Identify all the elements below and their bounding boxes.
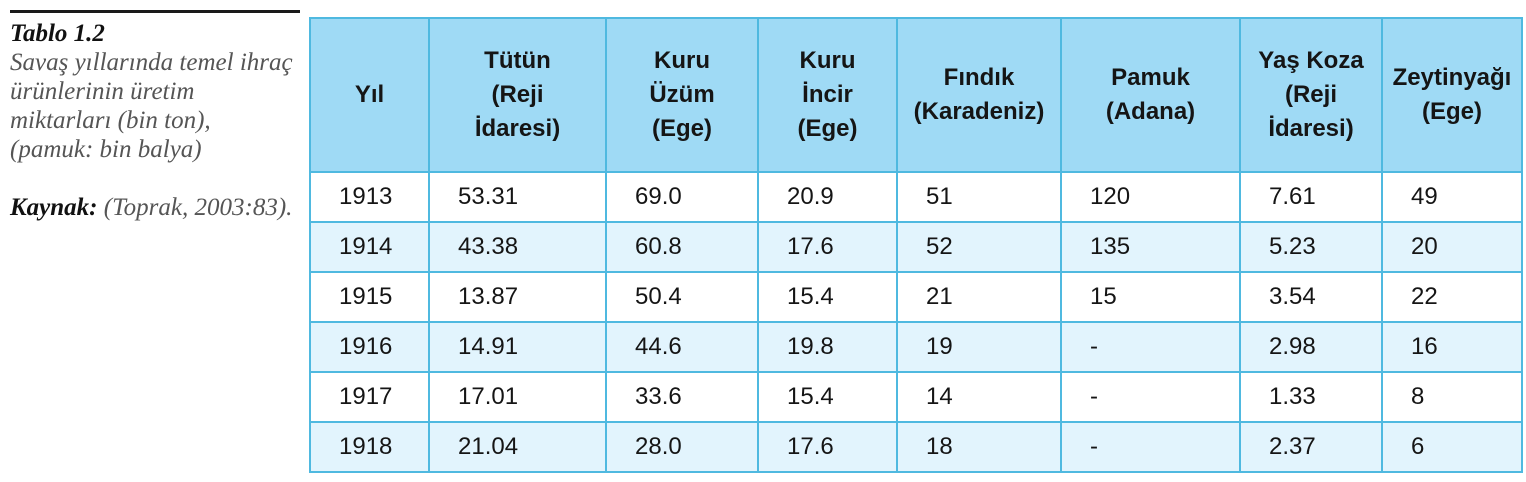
column-header: Zeytinyağı (Ege) <box>1381 17 1523 173</box>
table-header-row: Yıl Tütün (Reji İdaresi) Kuru Üzüm (Ege) Kuru İn… <box>309 17 1523 173</box>
column-header-line: Zeytinyağı <box>1392 64 1512 91</box>
table-body: 1913 53.31 69.0 20.9 51 120 7.61 49 1914 43.38 60.… <box>309 171 1523 473</box>
source-label: Kaynak: <box>10 194 98 221</box>
table-cell: 49 <box>1381 171 1523 223</box>
table-cell: 50.4 <box>605 271 759 323</box>
table-row: 1914 43.38 60.8 17.6 52 135 5.23 20 <box>309 221 1523 273</box>
table-cell: 1918 <box>309 421 430 473</box>
column-header: Fındık (Karadeniz) <box>896 17 1062 173</box>
column-header-line: Üzüm <box>649 81 715 108</box>
column-header-line: Fındık <box>943 64 1015 91</box>
table-row: 1916 14.91 44.6 19.8 19-2.98 16 <box>309 321 1523 373</box>
table-cell: 22 <box>1381 271 1523 323</box>
table-cell: 8 <box>1381 371 1523 423</box>
table-cell: 2.37 <box>1239 421 1383 473</box>
table-cell: 1917 <box>309 371 430 423</box>
table-cell: 15 <box>1060 271 1241 323</box>
column-header-line: (Adana) <box>1105 98 1196 125</box>
table-cell: 19.8 <box>757 321 898 373</box>
column-header-line: İdaresi) <box>1268 115 1354 142</box>
table-cell: 1.33 <box>1239 371 1383 423</box>
table-cell: 17.01 <box>428 371 607 423</box>
table-cell: 1914 <box>309 221 430 273</box>
table-cell: 53.31 <box>428 171 607 223</box>
column-header-line: (Ege) <box>652 115 712 142</box>
table-title: Tablo 1.2 <box>10 20 105 47</box>
column-header: Tütün (Reji İdaresi) <box>428 17 607 173</box>
table-cell: 1916 <box>309 321 430 373</box>
table-cell: 120 <box>1060 171 1241 223</box>
table-cell: 3.54 <box>1239 271 1383 323</box>
table-cell: 43.38 <box>428 221 607 273</box>
table-cell: - <box>1060 371 1241 423</box>
table-cell: 15.4 <box>757 371 898 423</box>
table-cell: 15.4 <box>757 271 898 323</box>
table-source: Kaynak: (Toprak, 2003:83). <box>10 193 300 222</box>
table-cell: - <box>1060 321 1241 373</box>
table-caption: Tablo 1.2 Savaş yıllarında temel ihraç ü… <box>10 10 300 222</box>
table-row: 1915 13.87 50.4 15.4 21 15 3.54 22 <box>309 271 1523 323</box>
column-header-line: (Karadeniz) <box>913 98 1045 125</box>
column-header-line: İdaresi) <box>474 115 561 142</box>
export-production-table: Yıl Tütün (Reji İdaresi) Kuru Üzüm (Ege) Kuru İn… <box>309 17 1523 473</box>
column-header-line: Yıl <box>354 81 385 108</box>
table-cell: 44.6 <box>605 321 759 373</box>
table-cell: 5.23 <box>1239 221 1383 273</box>
column-header: Kuru İncir (Ege) <box>757 17 898 173</box>
column-header-line: Kuru <box>799 47 856 74</box>
table-cell: 7.61 <box>1239 171 1383 223</box>
column-header-line: Kuru <box>654 47 710 74</box>
table-cell: 13.87 <box>428 271 607 323</box>
table-cell: 135 <box>1060 221 1241 273</box>
column-header: Pamuk (Adana) <box>1060 17 1241 173</box>
table-cell: 21 <box>896 271 1062 323</box>
table-cell: 2.98 <box>1239 321 1383 373</box>
table-cell: 33.6 <box>605 371 759 423</box>
table-cell: 17.6 <box>757 221 898 273</box>
table-cell: 21.04 <box>428 421 607 473</box>
column-header-line: (Ege) <box>797 115 858 142</box>
table-cell: 20 <box>1381 221 1523 273</box>
column-header-line: (Ege) <box>1422 98 1482 125</box>
column-header-line: İncir <box>802 81 853 108</box>
table-cell: 14.91 <box>428 321 607 373</box>
table-cell: 69.0 <box>605 171 759 223</box>
column-header-line: (Reji <box>491 81 544 108</box>
table-cell: 16 <box>1381 321 1523 373</box>
table-cell: 18 <box>896 421 1062 473</box>
column-header-line: (Reji <box>1284 81 1337 108</box>
table-cell: 17.6 <box>757 421 898 473</box>
table-cell: 20.9 <box>757 171 898 223</box>
table-row: 1913 53.31 69.0 20.9 51 120 7.61 49 <box>309 171 1523 223</box>
column-header: Kuru Üzüm (Ege) <box>605 17 759 173</box>
column-header-line: Tütün <box>484 47 551 74</box>
source-citation: (Toprak, 2003:83). <box>97 194 293 221</box>
column-header: Yaş Koza (Reji İdaresi) <box>1239 17 1383 173</box>
table-row: 1917 17.01 33.6 15.4 14-1.33 8 <box>309 371 1523 423</box>
table-cell: 14 <box>896 371 1062 423</box>
table-cell: 60.8 <box>605 221 759 273</box>
table-description: Savaş yıllarında temel ihraç ürünlerinin… <box>10 49 293 163</box>
table-cell: 1913 <box>309 171 430 223</box>
column-header-line: Pamuk <box>1111 64 1190 91</box>
table-cell: - <box>1060 421 1241 473</box>
table-cell: 1915 <box>309 271 430 323</box>
table-cell: 52 <box>896 221 1062 273</box>
table-cell: 51 <box>896 171 1062 223</box>
table-cell: 28.0 <box>605 421 759 473</box>
table-cell: 19 <box>896 321 1062 373</box>
column-header: Yıl <box>309 17 430 173</box>
table-cell: 6 <box>1381 421 1523 473</box>
table-row: 1918 21.04 28.0 17.6 18-2.37 6 <box>309 421 1523 473</box>
column-header-line: Yaş Koza <box>1258 47 1364 74</box>
